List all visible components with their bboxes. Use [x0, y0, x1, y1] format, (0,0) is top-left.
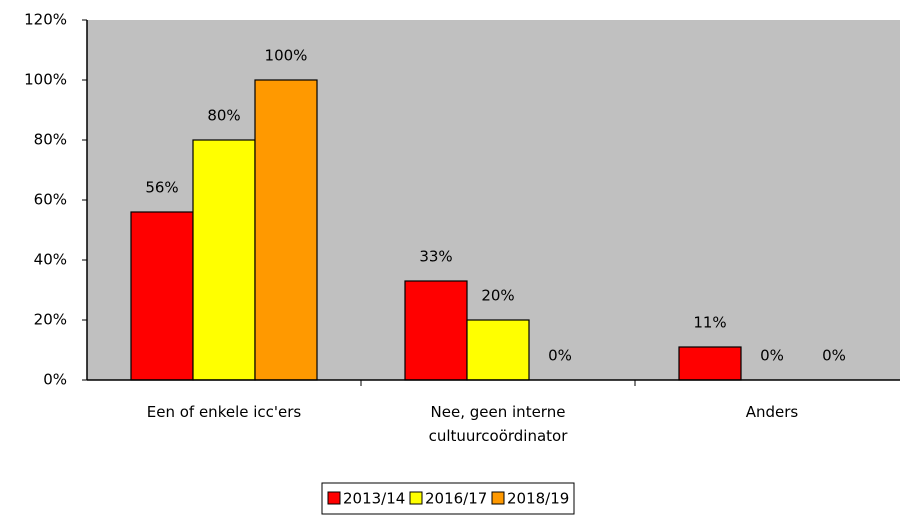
bar — [192, 139, 256, 381]
value-label: 11% — [693, 314, 726, 332]
y-tick-label: 0% — [43, 371, 67, 389]
y-tick-label: 60% — [34, 191, 67, 209]
legend-swatch — [327, 491, 341, 505]
value-label: 20% — [481, 287, 514, 305]
value-label: 33% — [419, 248, 452, 266]
bar — [404, 280, 468, 381]
y-tick-label: 80% — [34, 131, 67, 149]
legend-label: 2016/17 — [425, 490, 487, 508]
x-tick-label: Een of enkele icc'ers — [146, 403, 302, 421]
y-tick-label: 20% — [34, 311, 67, 329]
value-label: 0% — [822, 347, 846, 365]
value-label: 0% — [760, 347, 784, 365]
legend-swatch — [409, 491, 423, 505]
bar — [254, 79, 318, 381]
bar — [130, 211, 194, 381]
value-label: 100% — [265, 47, 308, 65]
bar — [466, 319, 530, 381]
legend-label: 2013/14 — [343, 490, 405, 508]
x-tick-label: Nee, geen interne cultuurcoördinator — [428, 403, 568, 445]
value-label: 56% — [145, 179, 178, 197]
x-tick-label: Anders — [745, 403, 799, 421]
y-tick-label: 120% — [24, 11, 67, 29]
value-label: 0% — [548, 347, 572, 365]
bar — [678, 346, 742, 381]
value-label: 80% — [207, 107, 240, 125]
legend-swatch — [491, 491, 505, 505]
y-tick-label: 40% — [34, 251, 67, 269]
legend-label: 2018/19 — [507, 490, 569, 508]
y-tick-label: 100% — [24, 71, 67, 89]
legend-box — [321, 482, 575, 515]
